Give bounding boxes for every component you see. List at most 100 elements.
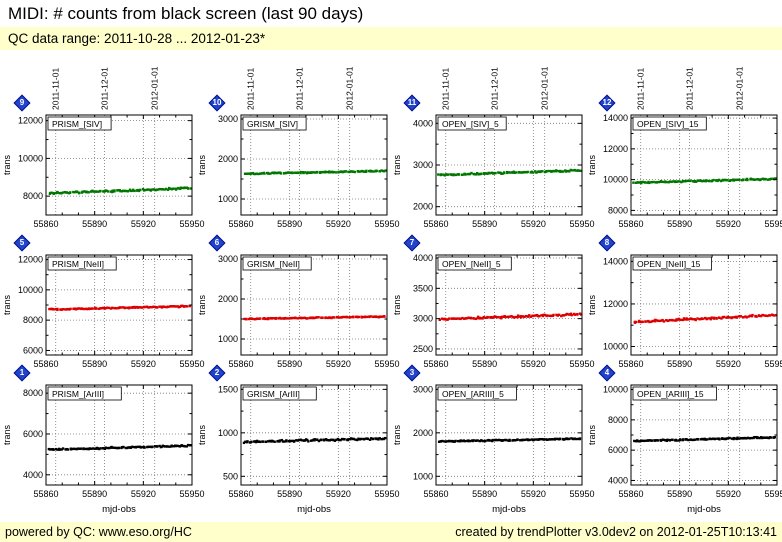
y-tick-label: 14000 — [603, 256, 628, 266]
x-tick-label: 55950 — [374, 489, 399, 499]
y-tick-label: 12000 — [603, 144, 628, 154]
plot-label: OPEN_[SIV]_15 — [637, 119, 699, 129]
y-tick-label: 8000 — [608, 205, 628, 215]
qc-range-text: QC data range: 2011-10-28 ... 2012-01-23… — [8, 31, 266, 46]
y-tick-label: 500 — [223, 471, 238, 481]
plot-link-badge-8[interactable]: 8 — [598, 234, 616, 252]
plot-label: OPEN_[ARIII]_15 — [637, 389, 704, 399]
y-axis-label: trans — [197, 154, 207, 175]
plot-link-badge-2[interactable]: 2 — [208, 364, 226, 382]
y-tick-label: 1000 — [218, 334, 238, 344]
date-tick-label: 2011-11-01 — [51, 68, 61, 110]
y-tick-label: 3000 — [218, 114, 238, 124]
x-axis-label: mjd-obs — [102, 504, 136, 515]
x-tick-label: 55860 — [423, 219, 448, 229]
x-tick-label: 55860 — [228, 219, 253, 229]
x-tick-label: 55950 — [179, 359, 204, 369]
date-tick-label: 2012-01-01 — [345, 66, 355, 110]
plot-label: GRISM_[SIV] — [247, 119, 298, 129]
plot-label: OPEN_[NeII]_5 — [442, 259, 501, 269]
badge-number: 12 — [602, 98, 612, 107]
page-title: MIDI: # counts from black screen (last 9… — [8, 4, 364, 23]
x-tick-label: 55890 — [472, 219, 497, 229]
y-axis-label: trans — [587, 294, 597, 315]
badge-number: 9 — [19, 98, 25, 107]
x-tick-label: 55860 — [618, 359, 643, 369]
badge-number: 4 — [604, 368, 610, 377]
x-axis-label: mjd-obs — [492, 504, 526, 515]
badge-number: 7 — [409, 238, 415, 247]
footer-eso-link[interactable]: www.eso.org/HC — [98, 525, 192, 539]
x-tick-label: 55860 — [618, 489, 643, 499]
x-tick-label: 55890 — [82, 489, 107, 499]
plot-link-badge-1[interactable]: 1 — [13, 364, 31, 382]
badge-number: 1 — [19, 368, 25, 377]
plot-chart-7: 55860 55890 55920 55950 2500 3000 3500 4000 tran… — [392, 253, 595, 369]
date-tick-label: 2012-01-01 — [735, 66, 745, 110]
footer-created: created by trendPlotter v3.0dev2 on 2012… — [455, 525, 777, 539]
y-axis-label: trans — [197, 424, 207, 445]
plot-label: PRISM_[NeII] — [52, 259, 104, 269]
plot-chart-12: 55860 55890 55920 55950 8000 10000 12000 14000 t… — [587, 66, 782, 229]
plot-chart-9: 55860 55890 55920 55950 8000 10000 12000 trans 2… — [2, 66, 205, 229]
x-tick-label: 55890 — [277, 219, 302, 229]
y-axis-label: trans — [2, 294, 12, 315]
plot-link-badge-7[interactable]: 7 — [403, 234, 421, 252]
footer-powered: powered by QC: www.eso.org/HC — [5, 522, 192, 542]
date-tick-label: 2011-11-01 — [246, 68, 256, 110]
y-axis-label: trans — [392, 424, 402, 445]
y-tick-label: 8000 — [608, 415, 628, 425]
plot-chart-5: 55860 55890 55920 55950 6000 8000 10000 12000 tr… — [2, 254, 205, 369]
y-tick-label: 4000 — [413, 253, 433, 263]
badge-number: 3 — [409, 368, 415, 377]
badge-number: 5 — [19, 238, 25, 247]
x-tick-label: 55950 — [569, 359, 594, 369]
x-tick-label: 55860 — [33, 219, 58, 229]
x-tick-label: 55920 — [521, 219, 546, 229]
plot-link-badge-3[interactable]: 3 — [403, 364, 421, 382]
y-tick-label: 3000 — [413, 314, 433, 324]
x-tick-label: 55920 — [131, 359, 156, 369]
y-axis-label: trans — [587, 154, 597, 175]
footer-bar: powered by QC: www.eso.org/HC created by… — [0, 522, 782, 542]
x-tick-label: 55860 — [228, 489, 253, 499]
plot-link-badge-4[interactable]: 4 — [598, 364, 616, 382]
y-tick-label: 4000 — [23, 470, 43, 480]
date-tick-label: 2012-01-01 — [150, 66, 160, 110]
plot-chart-6: 55860 55890 55920 55950 1000 2000 3000 trans GRI… — [197, 254, 400, 369]
y-tick-label: 10000 — [18, 153, 43, 163]
y-tick-label: 6000 — [608, 445, 628, 455]
plot-link-badge-9[interactable]: 9 — [13, 94, 31, 112]
date-tick-label: 2011-11-01 — [636, 68, 646, 110]
plot-label: OPEN_[SIV]_5 — [442, 119, 499, 129]
plot-chart-8: 55860 55890 55920 55950 10000 12000 14000 trans… — [587, 254, 782, 369]
x-tick-label: 55890 — [82, 219, 107, 229]
plot-link-badge-5[interactable]: 5 — [13, 234, 31, 252]
x-tick-label: 55860 — [33, 489, 58, 499]
plot-link-badge-10[interactable]: 10 — [208, 94, 226, 112]
x-tick-label: 55890 — [472, 359, 497, 369]
y-tick-label: 4000 — [608, 475, 628, 485]
y-tick-label: 8000 — [23, 315, 43, 325]
x-tick-label: 55950 — [374, 219, 399, 229]
x-axis-label: mjd-obs — [687, 504, 721, 515]
y-tick-label: 12000 — [18, 255, 43, 265]
y-tick-label: 1000 — [413, 471, 433, 481]
plot-label: OPEN_[NeII]_15 — [637, 259, 701, 269]
x-tick-label: 55860 — [423, 359, 448, 369]
y-tick-label: 6000 — [23, 345, 43, 355]
x-tick-label: 55950 — [179, 219, 204, 229]
x-tick-label: 55950 — [764, 359, 782, 369]
x-tick-label: 55950 — [179, 489, 204, 499]
plot-link-badge-11[interactable]: 11 — [403, 94, 421, 112]
date-tick-label: 2011-12-01 — [99, 67, 109, 110]
y-tick-label: 10000 — [18, 285, 43, 295]
y-tick-label: 10000 — [603, 175, 628, 185]
y-tick-label: 2000 — [413, 428, 433, 438]
x-tick-label: 55920 — [131, 219, 156, 229]
y-tick-label: 1500 — [218, 384, 238, 394]
plot-link-badge-6[interactable]: 6 — [208, 234, 226, 252]
plot-link-badge-12[interactable]: 12 — [598, 94, 616, 112]
x-tick-label: 55950 — [764, 219, 782, 229]
